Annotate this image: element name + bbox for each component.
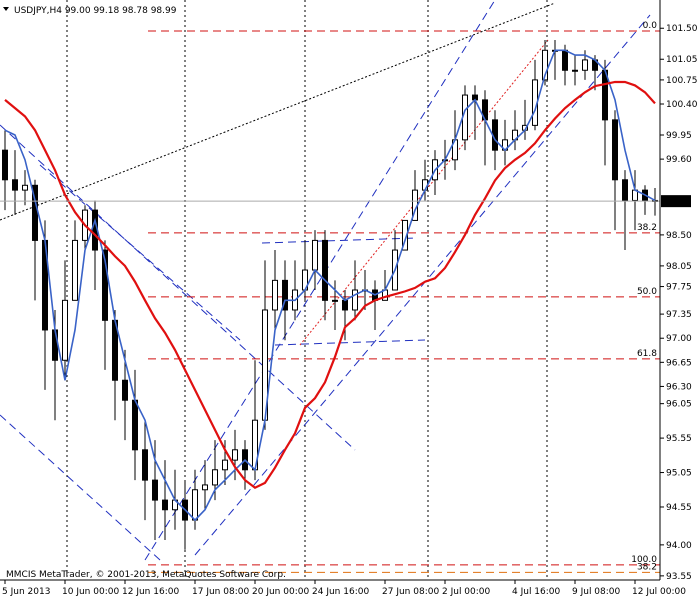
moving-average (4, 49, 656, 522)
candle-body (102, 249, 108, 321)
candle-body (352, 289, 358, 311)
candle-body (542, 49, 548, 81)
y-tick-label: 97.75 (666, 283, 692, 293)
candle-body (122, 379, 128, 401)
y-tick-label: 95.05 (666, 469, 692, 479)
candle-body (132, 399, 138, 451)
channel-line (39, 164, 241, 341)
fib-label: 50.0 (637, 287, 657, 297)
y-tick-label: 98.05 (666, 262, 692, 272)
candle-body (222, 459, 228, 471)
candle-body (22, 184, 28, 191)
moving-average (4, 80, 656, 489)
candle-body (212, 469, 218, 486)
y-tick-label: 101.50 (666, 24, 698, 34)
x-tick-label: 12 Jul 00:00 (632, 587, 686, 597)
y-tick-label: 99.95 (666, 131, 692, 141)
candle-body (162, 499, 168, 511)
x-tick-label: 17 Jun 08:00 (192, 587, 249, 597)
candle-body (2, 149, 8, 181)
candle-body (12, 179, 18, 191)
candle-body (572, 69, 578, 72)
fib-label: 61.8 (637, 349, 657, 359)
candle-body (232, 449, 238, 461)
y-tick-label: 100.40 (666, 100, 698, 110)
x-tick-label: 27 Jun 08:00 (382, 587, 439, 597)
candle-body (322, 239, 328, 301)
title-arrow (3, 7, 9, 11)
y-tick-label: 99.60 (666, 155, 692, 165)
channel-line (0, 414, 161, 561)
x-tick-label: 24 Jun 16:00 (312, 587, 369, 597)
x-tick-label: 2 Jul 00:00 (442, 587, 491, 597)
fib-label: 100.0 (631, 555, 657, 565)
candle-body (272, 279, 278, 311)
watermark: MMCIS MetaTrader, © 2001-2013, MetaQuote… (6, 570, 286, 580)
candle-body (332, 299, 338, 302)
candle-body (342, 299, 348, 311)
candle-body (202, 484, 208, 491)
y-tick-label: 95.55 (666, 434, 692, 444)
x-tick-label: 9 Jul 08:00 (572, 587, 621, 597)
fib-label: 0.0 (643, 21, 658, 31)
y-tick-label: 96.30 (666, 382, 692, 392)
fib-label: 38.2 (637, 562, 657, 572)
channel-line (144, 0, 496, 561)
fib-label: 38.2 (637, 223, 657, 233)
candle-body (72, 239, 78, 301)
y-tick-label: 98.50 (666, 231, 692, 241)
separators (66, 0, 548, 580)
channel-line (194, 14, 651, 556)
x-tick-label: 5 Jun 2013 (2, 587, 50, 597)
candle-body (152, 479, 158, 501)
candle-body (312, 239, 318, 271)
chart-title: USDJPY,H4 99.00 99.18 98.78 98.99 (14, 6, 177, 16)
y-tick-label: 96.65 (666, 358, 692, 368)
candle-body (622, 179, 628, 201)
candle-body (62, 299, 68, 361)
x-tick-label: 4 Jul 16:00 (512, 587, 561, 597)
candle-body (282, 279, 288, 311)
y-tick-label: 94.00 (666, 541, 692, 551)
y-tick-label: 93.55 (666, 572, 692, 582)
x-tick-label: 12 Jun 16:00 (122, 587, 179, 597)
candle-body (562, 49, 568, 71)
candle-body (52, 329, 58, 361)
last-price-box (661, 195, 691, 208)
x-tick-label: 10 Jun 00:00 (62, 587, 119, 597)
candle-body (582, 59, 588, 71)
y-tick-label: 97.35 (666, 310, 692, 320)
last-price-label: 98.99 (664, 197, 690, 207)
y-tick-label: 100.75 (666, 76, 698, 86)
trend-line (0, 2, 556, 221)
y-tick-label: 94.55 (666, 503, 692, 513)
candle-body (142, 449, 148, 481)
candle-body (192, 489, 198, 521)
y-tick-label: 97.00 (666, 334, 692, 344)
candle-body (612, 119, 618, 181)
y-tick-label: 101.05 (666, 55, 698, 65)
y-tick-label: 96.05 (666, 400, 692, 410)
x-tick-label: 20 Jun 00:00 (252, 587, 309, 597)
